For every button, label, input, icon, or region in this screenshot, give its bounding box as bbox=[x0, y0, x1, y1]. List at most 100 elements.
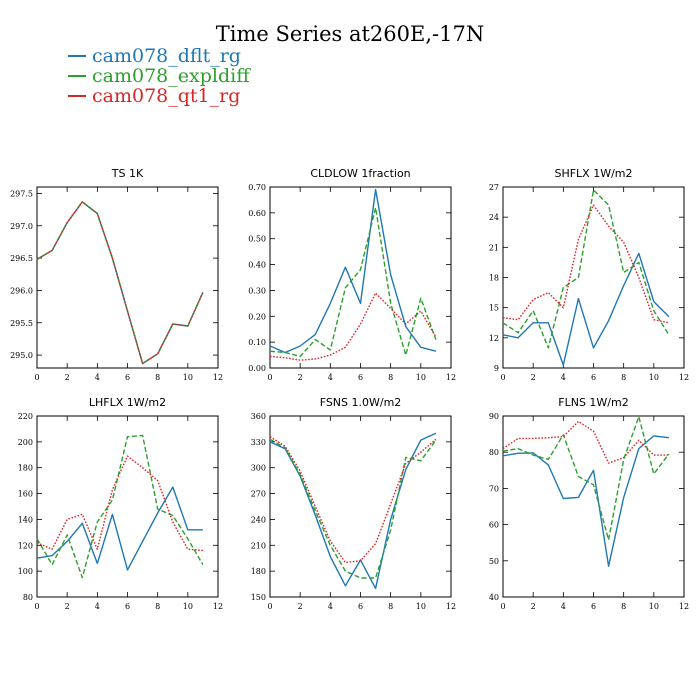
series-line-cam078-dflt-rg-shflx bbox=[502, 252, 670, 366]
series-line-cam078-qt1-rg-cldlow bbox=[269, 292, 437, 361]
panel-flns: FLNS 1W/m2 0 2 4 6 8 10 12 40 50 60 70 80 90 bbox=[489, 396, 689, 611]
x-tick-label-flns: 6 bbox=[591, 602, 596, 611]
x-tick-label-lhflx: 12 bbox=[213, 602, 223, 611]
x-tick-label-shflx: 10 bbox=[649, 373, 659, 382]
panel-title-fsns: FSNS 1.0W/m2 bbox=[320, 396, 402, 409]
x-tick-label-shflx: 4 bbox=[561, 373, 566, 382]
y-tick-label-fsns: 240 bbox=[251, 515, 266, 524]
y-tick-label-shflx: 24 bbox=[489, 213, 499, 222]
y-tick-label-ts: 295.0 bbox=[10, 351, 33, 360]
legend-entry-dflt: cam078_dflt_rg bbox=[68, 45, 241, 67]
x-tick-label-ts: 12 bbox=[213, 373, 223, 382]
x-tick-label-flns: 4 bbox=[561, 602, 566, 611]
y-tick-label-lhflx: 220 bbox=[18, 412, 33, 421]
y-tick-label-ts: 297.0 bbox=[10, 222, 33, 231]
y-tick-label-flns: 60 bbox=[489, 521, 499, 530]
series-line-cam078-dflt-rg-fsns bbox=[269, 432, 437, 590]
axes-frame-fsns bbox=[269, 415, 452, 598]
y-tick-label-cldlow: 0.00 bbox=[248, 364, 266, 373]
axes-frame-ts bbox=[36, 186, 219, 369]
x-tick-label-lhflx: 4 bbox=[95, 602, 100, 611]
y-tick-label-ts: 296.0 bbox=[10, 286, 33, 295]
series-line-cam078-qt1-rg-ts bbox=[36, 201, 204, 365]
x-tick-label-shflx: 0 bbox=[500, 373, 505, 382]
y-tick-label-cldlow: 0.20 bbox=[248, 312, 266, 321]
x-tick-label-cldlow: 2 bbox=[298, 373, 303, 382]
y-tick-label-flns: 50 bbox=[489, 557, 499, 566]
x-tick-label-cldlow: 10 bbox=[416, 373, 426, 382]
series-line-cam078-qt1-rg-lhflx bbox=[36, 455, 203, 552]
legend: cam078_dflt_rg cam078_expldiff cam078_qt… bbox=[68, 45, 251, 107]
x-tick-label-shflx: 2 bbox=[531, 373, 536, 382]
x-tick-label-shflx: 6 bbox=[591, 373, 596, 382]
y-tick-label-flns: 70 bbox=[489, 484, 499, 493]
x-tick-label-fsns: 8 bbox=[388, 602, 393, 611]
series-line-cam078-dflt-rg-flns bbox=[502, 435, 669, 567]
series-line-cam078-expldiff-lhflx bbox=[36, 434, 204, 579]
y-tick-label-ts: 296.5 bbox=[10, 254, 33, 263]
x-tick-label-flns: 0 bbox=[500, 602, 505, 611]
panel-title-ts: TS 1K bbox=[111, 167, 144, 180]
x-tick-label-fsns: 6 bbox=[358, 602, 363, 611]
panel-ts: TS 1K 0 2 4 6 8 10 12 295.0 295.5 296.0 296.5 297.0 2… bbox=[10, 167, 223, 382]
x-tick-label-ts: 10 bbox=[183, 373, 193, 382]
legend-entry-qt1: cam078_qt1_rg bbox=[68, 85, 240, 107]
y-tick-label-cldlow: 0.40 bbox=[248, 261, 266, 270]
x-tick-label-cldlow: 8 bbox=[388, 373, 393, 382]
x-tick-label-fsns: 4 bbox=[328, 602, 333, 611]
x-tick-label-cldlow: 4 bbox=[328, 373, 333, 382]
y-tick-label-fsns: 210 bbox=[251, 541, 266, 550]
x-tick-label-flns: 12 bbox=[679, 602, 689, 611]
x-tick-label-lhflx: 8 bbox=[155, 602, 160, 611]
x-tick-label-flns: 10 bbox=[649, 602, 659, 611]
y-tick-label-flns: 80 bbox=[489, 448, 499, 457]
x-tick-label-shflx: 8 bbox=[621, 373, 626, 382]
x-tick-label-flns: 8 bbox=[621, 602, 626, 611]
series-line-cam078-dflt-rg-lhflx bbox=[36, 486, 203, 571]
panel-title-shflx: SHFLX 1W/m2 bbox=[554, 167, 632, 180]
y-tick-label-fsns: 300 bbox=[251, 464, 266, 473]
x-tick-label-lhflx: 0 bbox=[34, 602, 39, 611]
y-tick-label-fsns: 360 bbox=[251, 412, 266, 421]
y-tick-label-shflx: 18 bbox=[489, 274, 499, 283]
y-tick-label-flns: 40 bbox=[489, 593, 499, 602]
axes-frame-flns bbox=[502, 415, 685, 598]
legend-label-qt1: cam078_qt1_rg bbox=[92, 85, 240, 107]
x-tick-label-ts: 6 bbox=[125, 373, 130, 382]
y-tick-label-shflx: 27 bbox=[489, 183, 499, 192]
y-tick-label-shflx: 12 bbox=[489, 334, 499, 343]
panel-cldlow: CLDLOW 1fraction 0 2 4 6 8 10 12 0.00 0.10 0.20 0.3… bbox=[248, 167, 456, 382]
x-tick-label-shflx: 12 bbox=[679, 373, 689, 382]
x-tick-label-ts: 2 bbox=[65, 373, 70, 382]
figure-title: Time Series at260E,-17N bbox=[216, 22, 484, 46]
y-tick-label-cldlow: 0.30 bbox=[248, 286, 266, 295]
y-tick-label-cldlow: 0.10 bbox=[248, 338, 266, 347]
x-tick-label-ts: 0 bbox=[34, 373, 39, 382]
series-line-cam078-expldiff-shflx bbox=[502, 189, 670, 349]
y-tick-label-shflx: 15 bbox=[489, 304, 499, 313]
series-line-cam078-expldiff-flns bbox=[502, 416, 670, 541]
legend-label-dflt: cam078_dflt_rg bbox=[92, 45, 241, 67]
x-tick-label-lhflx: 10 bbox=[183, 602, 193, 611]
x-tick-label-cldlow: 0 bbox=[267, 373, 272, 382]
x-tick-label-fsns: 2 bbox=[298, 602, 303, 611]
x-tick-label-fsns: 0 bbox=[267, 602, 272, 611]
y-tick-label-lhflx: 120 bbox=[18, 541, 33, 550]
x-tick-label-lhflx: 2 bbox=[65, 602, 70, 611]
y-tick-label-lhflx: 80 bbox=[23, 593, 33, 602]
y-tick-label-lhflx: 160 bbox=[18, 490, 33, 499]
y-tick-label-ts: 297.5 bbox=[10, 189, 33, 198]
x-tick-label-fsns: 10 bbox=[416, 602, 426, 611]
y-tick-label-ts: 295.5 bbox=[10, 319, 33, 328]
x-tick-label-cldlow: 12 bbox=[446, 373, 456, 382]
series-line-cam078-qt1-rg-shflx bbox=[502, 204, 670, 324]
y-tick-label-flns: 90 bbox=[489, 412, 499, 421]
panel-lhflx: LHFLX 1W/m2 0 2 4 6 8 10 12 80 100 120 140 160 180 200… bbox=[18, 396, 223, 611]
y-tick-label-shflx: 9 bbox=[494, 364, 499, 373]
x-tick-label-ts: 4 bbox=[95, 373, 100, 382]
axes-frame-shflx bbox=[502, 186, 685, 369]
panel-title-flns: FLNS 1W/m2 bbox=[558, 396, 628, 409]
y-tick-label-fsns: 330 bbox=[251, 438, 266, 447]
y-tick-label-cldlow: 0.50 bbox=[248, 235, 266, 244]
